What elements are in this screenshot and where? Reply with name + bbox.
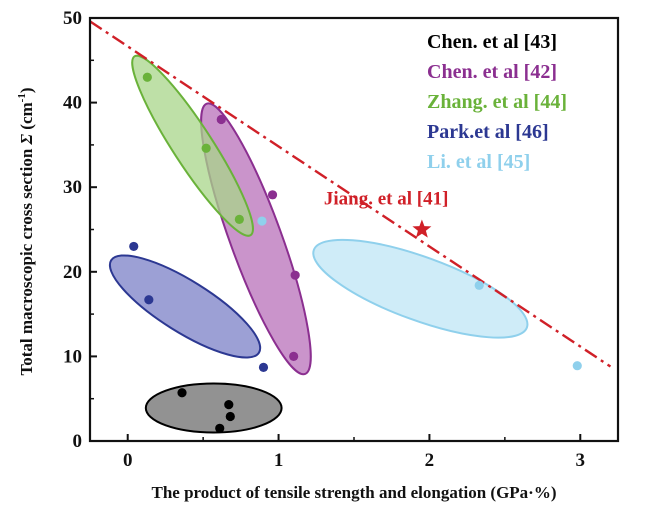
cluster-ellipse-5 [312,238,529,339]
data-point-s5-1 [257,216,267,226]
data-point-s1-2 [215,423,225,433]
y-axis-label-unit-open: (cm [17,102,36,134]
legend: Chen. et al [43] Chen. et al [42] Zhang. e… [427,31,567,173]
data-point-s2-2 [267,190,278,200]
data-point-s1-1 [177,388,187,398]
legend-entry-2: Chen. et al [42] [427,61,557,83]
legend-entry-4: Park.et al [46] [427,121,549,143]
cluster-ellipse-1 [144,382,283,434]
x-tick-label: 1 [274,450,284,471]
highlight-label: Jiang. et al [41] [324,189,449,210]
data-point-s2-3 [290,270,300,280]
data-point-s4-3 [258,362,269,372]
y-tick-label: 30 [63,177,82,198]
highlight-group: Jiang. et al [41] [324,189,449,238]
x-tick-label: 3 [576,450,586,471]
data-point-s1-4 [225,411,235,422]
trend-line [89,20,612,368]
cluster-ellipse-3 [131,54,254,237]
legend-entry-1: Chen. et al [43] [427,31,557,53]
x-tick-label: 0 [123,450,133,471]
data-point-s1-3 [224,400,234,410]
data-point-s2-4 [289,351,299,361]
data-point-s2-1 [216,114,226,125]
data-point-s3-2 [201,143,211,153]
data-point-s4-1 [129,241,139,252]
data-point-s5-2 [474,280,484,290]
trend-line-group [89,20,612,368]
highlight-star-marker [412,219,432,238]
legend-entry-5: Li. et al [45] [427,151,530,173]
legend-entry-3: Zhang. et al [44] [427,91,567,113]
y-axis-label-symbol: Σ [17,133,36,145]
x-tick-label: 2 [425,450,435,471]
data-points [129,72,582,433]
y-tick-label: 20 [63,262,82,283]
y-tick-label: 10 [63,346,82,367]
data-point-s3-1 [142,72,152,82]
data-point-s5-3 [572,361,582,371]
cluster-ellipses [108,54,529,434]
y-tick-label: 0 [73,431,83,452]
y-axis-label-prefix: Total macroscopic cross section [17,144,36,375]
y-tick-label: 50 [63,8,82,29]
cluster-ellipse-4 [108,254,262,359]
y-tick-label: 40 [63,93,82,114]
y-axis-label: Total macroscopic cross section Σ (cm-1) [16,87,36,375]
x-axis-label: The product of tensile strength and elon… [151,483,556,502]
data-point-s3-3 [234,214,244,224]
y-axis-label-unit-close: ) [17,87,36,93]
y-axis-label-unit-exp: -1 [16,93,28,102]
data-point-s4-2 [144,295,154,305]
